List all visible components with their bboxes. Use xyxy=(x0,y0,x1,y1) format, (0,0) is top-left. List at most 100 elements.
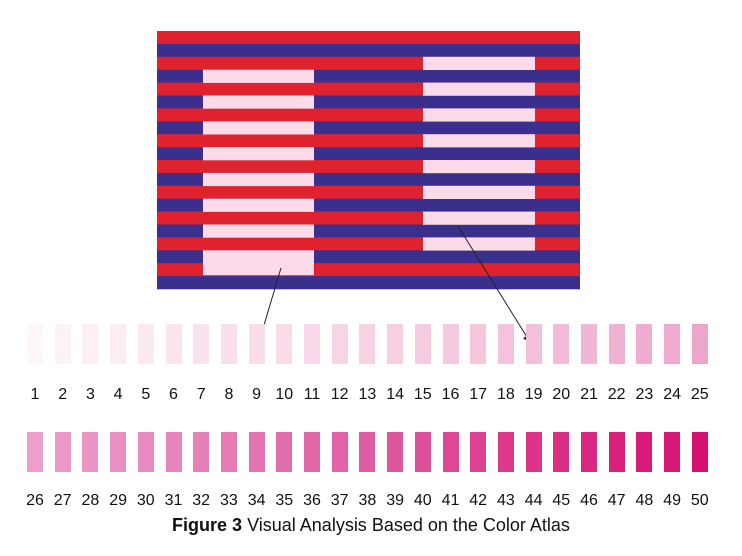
atlas-number: 27 xyxy=(53,492,72,509)
atlas-swatch-16 xyxy=(442,324,459,364)
light-pink-bar xyxy=(203,250,314,264)
figure-caption-text: Visual Analysis Based on the Color Atlas xyxy=(247,515,570,535)
atlas-swatch-23 xyxy=(636,324,653,364)
atlas-number: 4 xyxy=(113,386,123,403)
light-pink-bar xyxy=(423,211,535,225)
stripe-row xyxy=(157,43,580,58)
light-pink-bar xyxy=(203,198,314,212)
atlas-swatch-33 xyxy=(220,432,237,472)
atlas-number: 11 xyxy=(303,386,321,403)
atlas-swatch-19 xyxy=(525,324,542,364)
atlas-number: 36 xyxy=(303,492,321,509)
atlas-swatch-41 xyxy=(442,432,459,472)
atlas-swatch-11 xyxy=(304,324,320,364)
atlas-number: 23 xyxy=(635,386,654,403)
atlas-swatch-9 xyxy=(248,324,265,364)
atlas-number: 49 xyxy=(663,492,681,509)
atlas-swatch-39 xyxy=(387,432,404,472)
atlas-swatch-36 xyxy=(304,432,320,472)
atlas-swatch-17 xyxy=(470,324,487,364)
atlas-swatch-29 xyxy=(110,432,127,472)
atlas-number: 47 xyxy=(607,492,626,509)
atlas-number: 15 xyxy=(413,386,432,403)
light-pink-bar xyxy=(203,172,314,187)
atlas-number: 8 xyxy=(224,386,234,403)
atlas-swatch-20 xyxy=(553,324,570,364)
atlas-swatch-42 xyxy=(470,432,487,472)
atlas-swatch-14 xyxy=(387,324,404,364)
atlas-swatch-13 xyxy=(359,324,376,364)
atlas-swatch-34 xyxy=(248,432,265,472)
atlas-swatch-24 xyxy=(664,324,681,364)
atlas-number: 30 xyxy=(136,492,155,509)
light-pink-bar xyxy=(203,224,314,238)
atlas-swatch-35 xyxy=(276,432,293,472)
atlas-swatch-47 xyxy=(608,432,625,472)
stripe-row xyxy=(157,276,580,290)
atlas-swatch-40 xyxy=(414,432,431,472)
atlas-swatch-37 xyxy=(331,432,348,472)
atlas-number: 9 xyxy=(252,386,262,403)
atlas-swatch-18 xyxy=(497,324,514,364)
atlas-number: 48 xyxy=(635,492,654,509)
light-pink-bar xyxy=(423,160,535,174)
atlas-swatch-15 xyxy=(414,324,431,364)
atlas-swatch-22 xyxy=(608,324,625,364)
atlas-swatch-2 xyxy=(54,324,71,364)
atlas-number: 44 xyxy=(524,492,543,509)
atlas-number: 18 xyxy=(496,386,515,403)
atlas-number: 5 xyxy=(141,386,151,403)
atlas-number: 13 xyxy=(358,386,377,403)
light-pink-bar xyxy=(203,121,314,135)
atlas-number: 24 xyxy=(663,386,681,403)
light-pink-bar xyxy=(423,237,535,251)
atlas-swatch-30 xyxy=(137,432,154,472)
atlas-swatch-4 xyxy=(110,324,127,364)
atlas-number: 17 xyxy=(469,386,488,403)
light-pink-bar xyxy=(203,147,314,161)
atlas-swatch-38 xyxy=(359,432,376,472)
atlas-number: 33 xyxy=(219,492,238,509)
atlas-swatch-28 xyxy=(82,432,99,472)
atlas-number: 35 xyxy=(275,492,294,509)
atlas-number: 38 xyxy=(358,492,377,509)
stripe-row xyxy=(157,31,580,45)
light-pink-bar xyxy=(203,263,314,276)
atlas-swatch-31 xyxy=(165,432,182,472)
atlas-number: 45 xyxy=(552,492,571,509)
atlas-number: 20 xyxy=(552,386,571,403)
atlas-number: 41 xyxy=(441,492,460,509)
atlas-swatch-45 xyxy=(553,432,570,472)
atlas-number: 25 xyxy=(690,386,709,403)
atlas-number: 34 xyxy=(247,492,266,509)
atlas-number: 37 xyxy=(330,492,349,509)
light-pink-bar xyxy=(203,95,314,109)
arrow-right xyxy=(457,225,531,343)
atlas-number: 31 xyxy=(164,492,183,509)
atlas-number: 10 xyxy=(275,386,294,403)
atlas-swatch-7 xyxy=(193,324,210,364)
atlas-number: 3 xyxy=(85,386,95,403)
atlas-number: 39 xyxy=(386,492,404,509)
atlas-swatch-12 xyxy=(331,324,348,364)
atlas-swatch-8 xyxy=(220,324,237,364)
atlas-swatch-5 xyxy=(137,324,154,364)
atlas-number: 1 xyxy=(30,386,40,403)
light-pink-bar xyxy=(423,108,535,122)
atlas-swatch-3 xyxy=(82,324,99,364)
atlas-swatch-44 xyxy=(525,432,542,472)
stripe-pattern-image xyxy=(157,31,580,290)
atlas-number: 50 xyxy=(690,492,709,509)
atlas-swatch-21 xyxy=(581,324,597,364)
atlas-swatch-25 xyxy=(691,324,708,364)
atlas-swatch-32 xyxy=(193,432,210,472)
atlas-number: 28 xyxy=(81,492,100,509)
atlas-number: 21 xyxy=(580,386,598,403)
figure-caption: Figure 3 Visual Analysis Based on the Co… xyxy=(0,515,742,535)
atlas-swatch-48 xyxy=(636,432,653,472)
light-pink-bar xyxy=(423,185,535,199)
atlas-number: 46 xyxy=(580,492,598,509)
atlas-swatch-50 xyxy=(691,432,708,472)
atlas-number: 32 xyxy=(192,492,211,509)
